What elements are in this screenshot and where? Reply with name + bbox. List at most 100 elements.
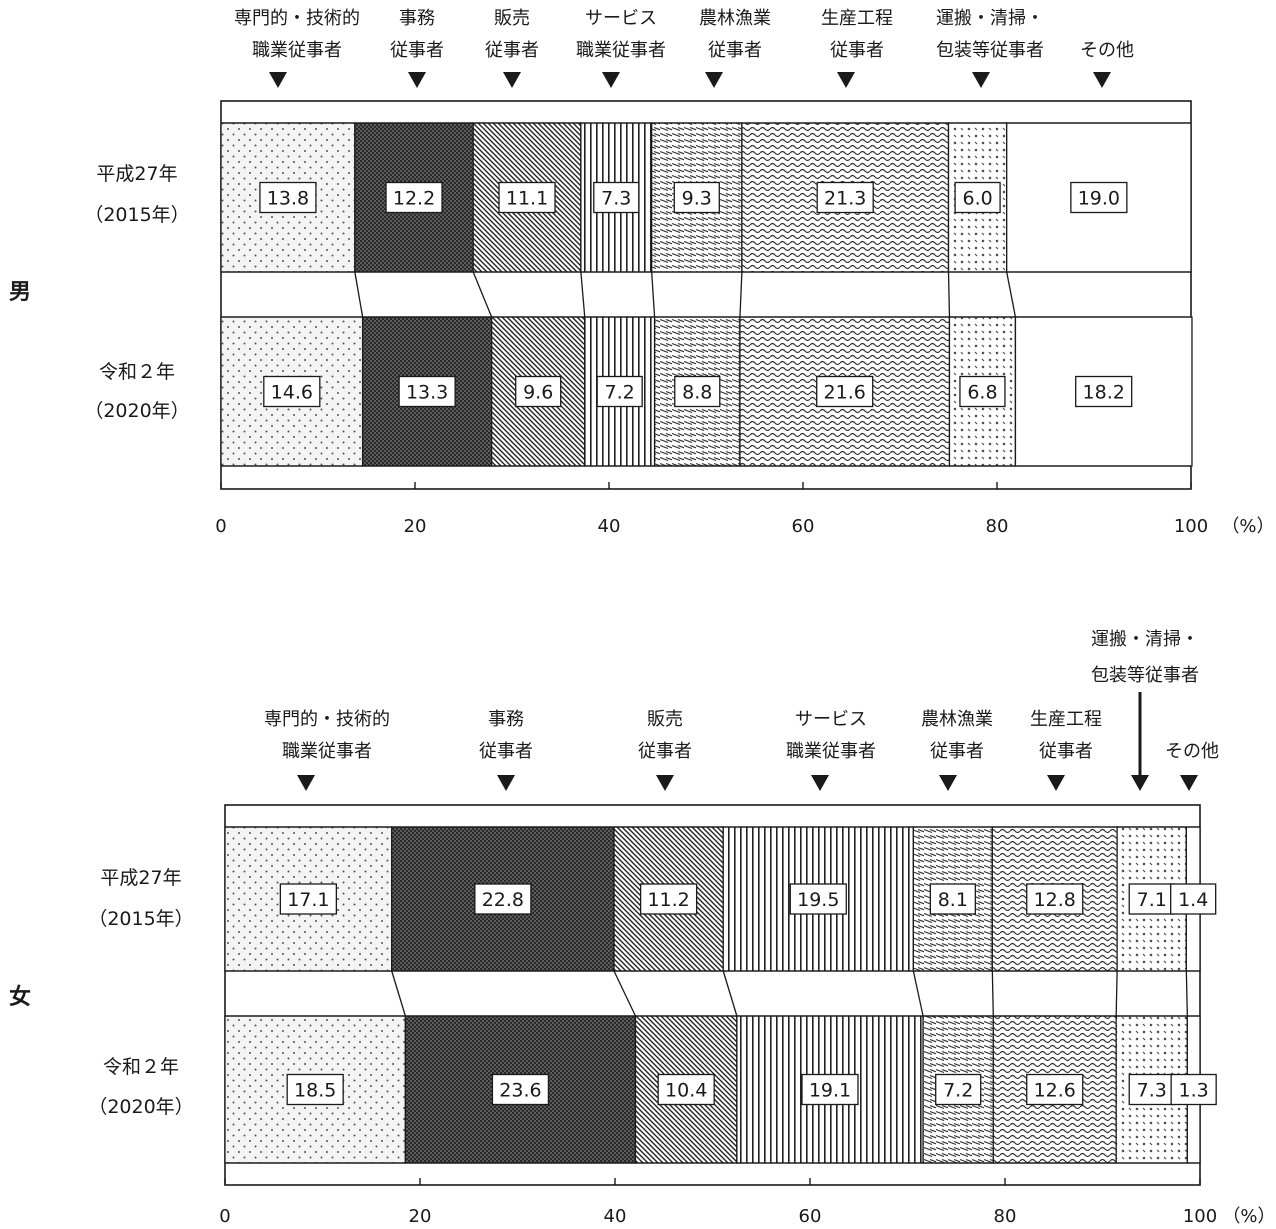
down-arrow-icon bbox=[811, 775, 829, 791]
data-label-box bbox=[1075, 375, 1133, 408]
data-label: 6.8 bbox=[967, 382, 997, 404]
category-label: 専門的・技術的 bbox=[264, 709, 390, 730]
plot-frame bbox=[220, 100, 1192, 490]
data-label-box bbox=[789, 883, 847, 915]
data-label-box bbox=[657, 1073, 715, 1106]
category-label: その他 bbox=[1165, 741, 1219, 762]
category-label: 職業従事者 bbox=[252, 40, 342, 61]
data-label-box bbox=[1128, 1073, 1175, 1106]
down-arrow-icon bbox=[1047, 775, 1065, 791]
data-label-box bbox=[491, 1073, 550, 1106]
data-label: 12.8 bbox=[1034, 889, 1076, 911]
data-label: 22.8 bbox=[482, 889, 524, 911]
data-label: 21.6 bbox=[824, 382, 866, 404]
down-arrow-icon bbox=[972, 72, 990, 88]
x-tick-label: 0 bbox=[219, 1206, 230, 1227]
connector-line bbox=[613, 970, 637, 1017]
down-arrow-icon bbox=[503, 72, 521, 88]
x-tick-label: 0 bbox=[215, 516, 226, 537]
data-label: 7.2 bbox=[943, 1080, 973, 1102]
data-label: 14.6 bbox=[271, 382, 313, 404]
category-label: 生産工程 bbox=[1030, 709, 1102, 730]
down-arrow-icon bbox=[1131, 775, 1149, 791]
data-label-box bbox=[1170, 883, 1217, 915]
data-label-box bbox=[1026, 883, 1084, 915]
category-label: サービス bbox=[795, 709, 867, 730]
panel-female: 17.1 22.8 11.2 19.5 8.1 12.8 7.1 1.4 18.5 23.6 10.… bbox=[9, 629, 1276, 1227]
x-tick-label: 80 bbox=[994, 1206, 1017, 1227]
data-label: 6.0 bbox=[962, 188, 992, 210]
data-label: 18.2 bbox=[1083, 382, 1125, 404]
row-label: （2015年） bbox=[88, 908, 193, 930]
data-label: 7.3 bbox=[1137, 1080, 1167, 1102]
down-arrow-icon bbox=[497, 775, 515, 791]
category-label: 職業従事者 bbox=[786, 741, 876, 762]
row-label: （2020年） bbox=[88, 1096, 193, 1118]
data-label-box bbox=[515, 375, 562, 408]
connector-line bbox=[947, 271, 951, 318]
data-label-box bbox=[593, 181, 640, 214]
down-arrow-icon bbox=[1093, 72, 1111, 88]
down-arrow-icon bbox=[1180, 775, 1198, 791]
connector-line bbox=[912, 970, 924, 1017]
data-label-box bbox=[596, 375, 643, 408]
category-label: サービス bbox=[585, 8, 657, 29]
data-label-box bbox=[959, 375, 1006, 408]
x-tick-label: 20 bbox=[409, 1206, 432, 1227]
connector-line bbox=[1185, 970, 1188, 1017]
panel-male: 13.8 12.2 11.1 7.3 9.3 21.3 6.0 19.0 14.6 13.3 9.6… bbox=[9, 8, 1275, 537]
row-label: （2020年） bbox=[84, 400, 189, 422]
category-label: 運搬・清掃・ bbox=[1091, 629, 1199, 650]
category-label: 従事者 bbox=[479, 741, 533, 762]
connector-line bbox=[651, 271, 656, 318]
data-label: 8.8 bbox=[682, 382, 712, 404]
connector-line bbox=[1006, 271, 1017, 318]
category-label: 販売 bbox=[494, 8, 530, 29]
x-tick-label: 60 bbox=[799, 1206, 822, 1227]
down-arrow-icon bbox=[408, 72, 426, 88]
x-tick-label: 100 bbox=[1174, 516, 1208, 537]
category-label: 販売 bbox=[647, 709, 683, 730]
data-label: 11.1 bbox=[506, 188, 548, 210]
down-arrow-icon bbox=[837, 72, 855, 88]
x-axis-unit: （%） bbox=[1222, 1206, 1275, 1227]
data-label: 13.3 bbox=[406, 382, 448, 404]
data-label-box bbox=[259, 181, 317, 214]
category-label: 事務 bbox=[488, 709, 524, 730]
group-title: 女 bbox=[9, 984, 31, 1010]
data-label-box bbox=[498, 181, 556, 214]
data-label: 9.6 bbox=[523, 382, 553, 404]
data-label-box bbox=[474, 883, 532, 915]
category-label: 従事者 bbox=[485, 40, 539, 61]
connector-line bbox=[739, 271, 743, 318]
data-label-box bbox=[1128, 883, 1175, 915]
chart-marks: 13.8 12.2 11.1 7.3 9.3 21.3 6.0 19.0 14.6 13.3 9.6… bbox=[9, 8, 1276, 1227]
category-label: 運搬・清掃・ bbox=[936, 8, 1044, 29]
category-label: その他 bbox=[1080, 40, 1134, 61]
data-label-box bbox=[816, 375, 874, 408]
data-label-box bbox=[1070, 181, 1128, 214]
category-label: 従事者 bbox=[930, 741, 984, 762]
data-label: 7.1 bbox=[1137, 889, 1167, 911]
x-tick-label: 60 bbox=[792, 516, 815, 537]
down-arrow-icon bbox=[705, 72, 723, 88]
data-label-box bbox=[286, 1073, 344, 1106]
down-arrow-icon bbox=[269, 72, 287, 88]
data-label-box bbox=[929, 883, 976, 915]
row-label: 平成27年 bbox=[100, 867, 181, 889]
data-label-box bbox=[639, 883, 698, 915]
row-label: 令和２年 bbox=[103, 1056, 179, 1078]
data-label-box bbox=[674, 375, 721, 408]
group-title: 男 bbox=[9, 280, 31, 305]
data-label: 10.4 bbox=[665, 1080, 707, 1102]
connector-line bbox=[354, 271, 364, 318]
data-label-box bbox=[816, 181, 874, 214]
data-label: 9.3 bbox=[682, 188, 712, 210]
category-label: 生産工程 bbox=[821, 8, 893, 29]
data-label-box bbox=[954, 181, 1001, 214]
data-label: 12.2 bbox=[393, 188, 435, 210]
x-tick-label: 40 bbox=[598, 516, 621, 537]
data-label: 19.1 bbox=[809, 1080, 851, 1102]
x-axis-unit: （%） bbox=[1221, 516, 1274, 537]
x-tick-label: 20 bbox=[404, 516, 427, 537]
